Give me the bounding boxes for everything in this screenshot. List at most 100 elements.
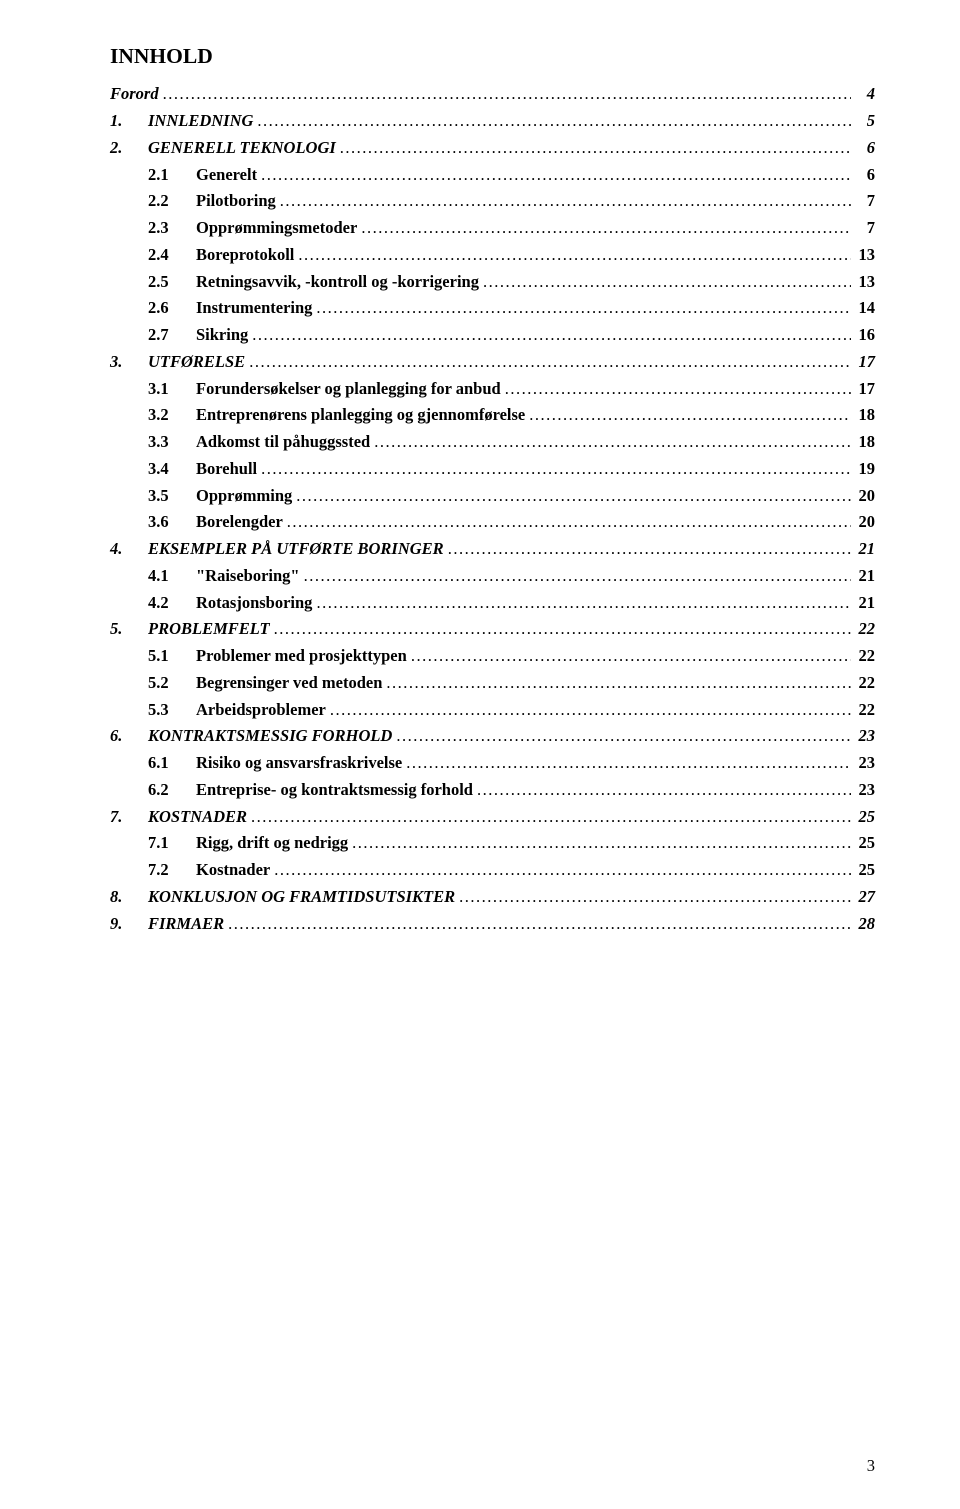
toc-entry-text: Kostnader (196, 860, 270, 879)
toc-entry-prefix: 2. (110, 136, 148, 161)
toc-entry: 5.PROBLEMFELT 22 (110, 617, 875, 642)
toc-entry-text: KONTRAKTSMESSIG FORHOLD (148, 726, 392, 745)
toc-entry: 2.6Instrumentering 14 (110, 296, 875, 321)
toc-entry: 5.3Arbeidsproblemer 22 (110, 698, 875, 723)
toc-entry-prefix: 4.2 (148, 591, 196, 616)
toc-entry-prefix: 3.5 (148, 484, 196, 509)
toc-entry: 2.4Boreprotokoll 13 (110, 243, 875, 268)
toc-entry-page: 18 (851, 430, 875, 455)
toc-entry-page: 27 (851, 885, 875, 910)
toc-entry-label: 5.3Arbeidsproblemer (148, 698, 326, 723)
toc-entry-page: 22 (851, 698, 875, 723)
toc-entry-page: 14 (851, 296, 875, 321)
toc-entry-prefix: 3. (110, 350, 148, 375)
toc-leader-dots (248, 323, 851, 348)
toc-container: Forord 41.INNLEDNING 52.GENERELL TEKNOLO… (110, 82, 875, 936)
toc-entry-label: 2.7Sikring (148, 323, 248, 348)
toc-entry-label: 8.KONKLUSJON OG FRAMTIDSUTSIKTER (110, 885, 455, 910)
toc-entry-prefix: 2.3 (148, 216, 196, 241)
toc-leader-dots (348, 831, 851, 856)
toc-entry: 8.KONKLUSJON OG FRAMTIDSUTSIKTER 27 (110, 885, 875, 910)
toc-entry: 2.GENERELL TEKNOLOGI 6 (110, 136, 875, 161)
toc-leader-dots (270, 858, 851, 883)
toc-entry-label: 7.KOSTNADER (110, 805, 247, 830)
toc-leader-dots (292, 484, 851, 509)
toc-entry-label: 7.2Kostnader (148, 858, 270, 883)
toc-entry-page: 4 (851, 82, 875, 107)
toc-entry-page: 20 (851, 510, 875, 535)
toc-entry-page: 22 (851, 671, 875, 696)
toc-leader-dots (270, 617, 851, 642)
toc-entry-prefix: 2.1 (148, 163, 196, 188)
toc-entry: Forord 4 (110, 82, 875, 107)
toc-entry: 2.7Sikring 16 (110, 323, 875, 348)
toc-entry-prefix: 4.1 (148, 564, 196, 589)
toc-entry-text: Arbeidsproblemer (196, 700, 326, 719)
toc-entry: 5.2Begrensinger ved metoden 22 (110, 671, 875, 696)
toc-entry-label: 2.2Pilotboring (148, 189, 276, 214)
toc-entry: 2.1Generelt 6 (110, 163, 875, 188)
toc-entry-label: 3.2Entreprenørens planlegging og gjennom… (148, 403, 525, 428)
toc-entry-text: KOSTNADER (148, 807, 247, 826)
toc-entry-prefix: 3.3 (148, 430, 196, 455)
toc-entry-prefix: 6.2 (148, 778, 196, 803)
toc-entry: 3.3Adkomst til påhuggssted 18 (110, 430, 875, 455)
toc-entry-prefix: 9. (110, 912, 148, 937)
toc-leader-dots (455, 885, 851, 910)
toc-entry-text: Retningsavvik, -kontroll og -korrigering (196, 272, 479, 291)
toc-entry-page: 19 (851, 457, 875, 482)
toc-entry-text: Rotasjonsboring (196, 593, 312, 612)
toc-entry-page: 22 (851, 617, 875, 642)
toc-entry: 4.1"Raiseboring" 21 (110, 564, 875, 589)
toc-entry-prefix: 4. (110, 537, 148, 562)
toc-entry: 3.4Borehull 19 (110, 457, 875, 482)
toc-leader-dots (294, 243, 851, 268)
toc-leader-dots (479, 270, 851, 295)
toc-entry: 2.5Retningsavvik, -kontroll og -korriger… (110, 270, 875, 295)
toc-leader-dots (382, 671, 851, 696)
toc-entry-page: 13 (851, 243, 875, 268)
toc-entry-page: 21 (851, 591, 875, 616)
toc-entry-prefix: 6.1 (148, 751, 196, 776)
toc-entry-prefix: 2.6 (148, 296, 196, 321)
toc-entry-prefix: 3.2 (148, 403, 196, 428)
toc-entry: 7.1Rigg, drift og nedrigg 25 (110, 831, 875, 856)
toc-entry: 1.INNLEDNING 5 (110, 109, 875, 134)
toc-entry-label: 5.2Begrensinger ved metoden (148, 671, 382, 696)
toc-entry-prefix: 2.4 (148, 243, 196, 268)
toc-entry-prefix: 5.1 (148, 644, 196, 669)
toc-leader-dots (276, 189, 851, 214)
toc-entry-prefix: 1. (110, 109, 148, 134)
toc-entry-prefix: 5. (110, 617, 148, 642)
toc-leader-dots (357, 216, 851, 241)
toc-leader-dots (257, 163, 851, 188)
toc-entry-page: 22 (851, 644, 875, 669)
toc-entry-page: 23 (851, 778, 875, 803)
toc-entry-prefix: 6. (110, 724, 148, 749)
toc-leader-dots (247, 805, 851, 830)
footer-page-number: 3 (867, 1454, 875, 1479)
toc-entry-label: 2.5Retningsavvik, -kontroll og -korriger… (148, 270, 479, 295)
toc-entry-text: PROBLEMFELT (148, 619, 270, 638)
toc-entry-text: Rigg, drift og nedrigg (196, 833, 348, 852)
toc-entry-text: Entreprise- og kontraktsmessig forhold (196, 780, 473, 799)
toc-leader-dots (245, 350, 851, 375)
toc-entry-text: KONKLUSJON OG FRAMTIDSUTSIKTER (148, 887, 455, 906)
toc-entry-text: Borehull (196, 459, 257, 478)
toc-entry-prefix: 3.1 (148, 377, 196, 402)
toc-entry-label: 1.INNLEDNING (110, 109, 253, 134)
toc-entry-label: 2.4Boreprotokoll (148, 243, 294, 268)
toc-entry: 9.FIRMAER 28 (110, 912, 875, 937)
toc-entry-prefix: 7. (110, 805, 148, 830)
toc-entry: 2.2Pilotboring 7 (110, 189, 875, 214)
toc-entry-label: 6.1Risiko og ansvarsfraskrivelse (148, 751, 402, 776)
toc-entry: 3.6Borelengder 20 (110, 510, 875, 535)
toc-entry-page: 18 (851, 403, 875, 428)
toc-entry: 6.1Risiko og ansvarsfraskrivelse 23 (110, 751, 875, 776)
toc-entry-text: Opprømming (196, 486, 292, 505)
toc-entry-page: 25 (851, 805, 875, 830)
toc-entry-label: 4.1"Raiseboring" (148, 564, 300, 589)
toc-entry-page: 23 (851, 751, 875, 776)
toc-entry: 6.2Entreprise- og kontraktsmessig forhol… (110, 778, 875, 803)
toc-entry-page: 25 (851, 831, 875, 856)
